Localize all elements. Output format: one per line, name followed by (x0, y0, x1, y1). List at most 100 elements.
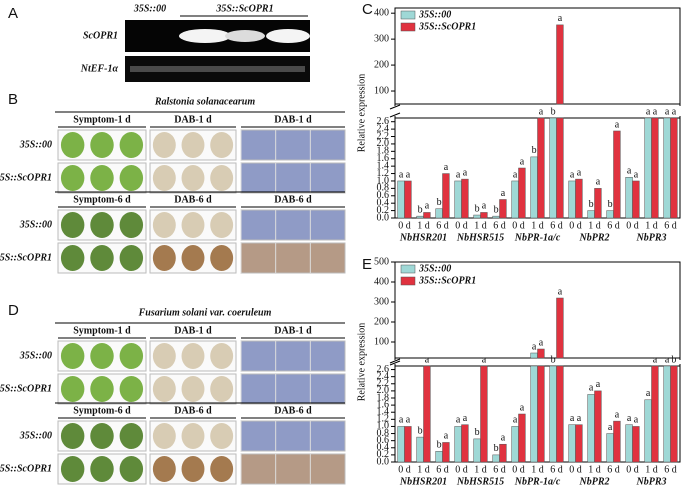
panel-title: Ralstonia solanacearum (154, 96, 256, 107)
group-label: NbPR2 (579, 476, 610, 487)
leaf (119, 165, 144, 191)
bar (549, 365, 557, 463)
leaf (181, 456, 205, 482)
y-tick-label: 1.0 (377, 175, 390, 186)
bar (594, 390, 602, 463)
gene-label: ScOPR1 (83, 30, 118, 41)
significance-letter: b (418, 425, 423, 436)
x-tick-label: 6 d (493, 464, 506, 475)
leaf (119, 343, 144, 369)
significance-letter: a (577, 167, 582, 178)
x-tick-label: 0 d (626, 464, 639, 475)
x-tick-label: 6 d (664, 220, 677, 231)
significance-letter: b (532, 145, 537, 156)
significance-letter: a (399, 169, 404, 180)
gel-band (266, 29, 310, 43)
significance-letter: a (627, 166, 632, 177)
x-tick-label: 1 d (417, 220, 430, 231)
image (240, 129, 346, 161)
row-label: 35S::00 (19, 430, 52, 441)
column-header: DAB-6 d (274, 194, 312, 205)
bar (442, 173, 450, 219)
significance-letter: a (513, 415, 518, 426)
gene-label: NtEF-1α (80, 63, 119, 74)
bar (575, 424, 583, 463)
x-tick-label: 6 d (607, 464, 620, 475)
x-tick-label: 1 d (588, 220, 601, 231)
bar (613, 130, 621, 219)
bar (575, 178, 583, 219)
leaf (60, 245, 85, 271)
significance-letter: a (596, 379, 601, 390)
bar (492, 215, 500, 219)
leaf (210, 423, 234, 449)
panel-label: A (8, 5, 18, 22)
bar (632, 426, 640, 463)
leaf (60, 132, 85, 158)
group-label: NbHSR515 (456, 476, 504, 487)
leaf (181, 212, 205, 238)
leaf (119, 423, 144, 449)
significance-letter: a (406, 415, 411, 426)
y-tick-label: 0.6 (377, 435, 390, 446)
y-tick-label: 0.0 (377, 456, 390, 467)
group-label: NbPR3 (636, 476, 667, 487)
leaf (210, 245, 234, 271)
leaf (90, 343, 114, 369)
y-tick-label: 2.6 (377, 364, 390, 375)
row-label: 35S::ScOPR1 (0, 252, 52, 263)
significance-letter: a (634, 169, 639, 180)
leaf (152, 376, 176, 402)
x-tick-label: 0 d (569, 464, 582, 475)
leaf (90, 212, 114, 238)
significance-letter: a (570, 169, 575, 180)
group-label: NbPR-1a/c (514, 476, 561, 487)
significance-letter: a (634, 415, 639, 426)
leaf (181, 343, 205, 369)
image (240, 420, 346, 452)
y-tick-label: 2.2 (377, 378, 390, 389)
bar (416, 436, 424, 463)
bar (568, 424, 576, 463)
leaf (60, 343, 85, 369)
significance-letter: a (539, 337, 544, 348)
y-tick-label: 0.0 (377, 212, 390, 223)
x-tick-label: 1 d (531, 464, 544, 475)
legend-label: 35S::ScOPR1 (418, 275, 476, 286)
significance-letter: a (444, 431, 449, 442)
image (240, 242, 346, 274)
lane-label: 35S::00 (133, 3, 166, 14)
bar (594, 188, 602, 219)
row-label: 35S::ScOPR1 (0, 463, 52, 474)
x-tick-label: 1 d (588, 464, 601, 475)
leaf (60, 212, 85, 238)
bar (461, 424, 469, 463)
leaf (210, 212, 234, 238)
x-tick-label: 1 d (474, 464, 487, 475)
significance-letter: a (482, 201, 487, 212)
bar (480, 212, 488, 219)
column-header: Symptom-1 d (73, 325, 131, 336)
x-tick-label: 1 d (417, 464, 430, 475)
column-header: DAB-1 d (274, 114, 312, 125)
bar (404, 426, 412, 463)
significance-letter: b (671, 354, 676, 365)
y-tick-label: 1.4 (377, 160, 390, 171)
leaf (210, 343, 234, 369)
x-tick-label: 1 d (474, 220, 487, 231)
significance-letter: a (399, 415, 404, 426)
significance-letter: a (615, 409, 620, 420)
group-label: NbPR2 (579, 232, 610, 243)
bar (461, 178, 469, 219)
leaf (181, 245, 205, 271)
bar (651, 365, 659, 463)
gel-band (179, 29, 231, 43)
legend-swatch (400, 10, 416, 20)
significance-letter: b (475, 203, 480, 214)
significance-letter: a (456, 415, 461, 426)
legend-label: 35S::00 (418, 263, 451, 274)
gel-band (130, 66, 305, 72)
significance-letter: b (551, 354, 556, 365)
axis-break (391, 106, 684, 116)
leaf (119, 245, 144, 271)
